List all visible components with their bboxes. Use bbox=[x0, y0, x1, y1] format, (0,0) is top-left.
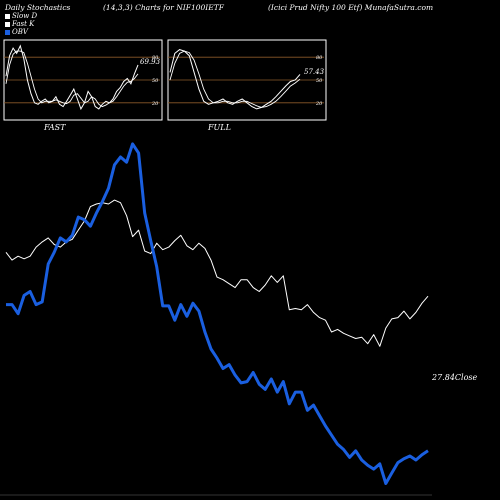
fast-level-label-80: 80 bbox=[152, 55, 159, 61]
fast-level-label-20: 20 bbox=[151, 101, 159, 107]
legend-swatch-obv bbox=[5, 30, 10, 35]
fast-level-label-50: 50 bbox=[152, 78, 159, 84]
fast-fast-k-line bbox=[5, 44, 139, 111]
full-fast-k-line bbox=[169, 49, 301, 110]
close-price-line bbox=[5, 199, 429, 347]
full-level-label-80: 80 bbox=[316, 55, 323, 61]
fast-slow-d-line bbox=[5, 50, 139, 108]
fast-panel-value: 69.93 bbox=[140, 58, 161, 66]
site-title: (Icici Prud Nifty 100 Etf) MunafaSutra.c… bbox=[268, 3, 434, 12]
fast-panel-label: FAST bbox=[43, 123, 66, 132]
legend-slow-d: Slow D bbox=[12, 12, 38, 20]
full-slow-d-line bbox=[169, 50, 301, 108]
legend-swatch-fast-k bbox=[5, 22, 10, 27]
full-panel-label: FULL bbox=[207, 123, 231, 132]
legend-swatch-slow-d bbox=[5, 14, 10, 19]
legend-obv: OBV bbox=[12, 28, 28, 36]
legend-fast-k: Fast K bbox=[12, 20, 35, 28]
chart-title: (14,3,3) Charts for NIF100IETF bbox=[103, 3, 224, 12]
full-level-label-50: 50 bbox=[316, 78, 323, 84]
obv-line bbox=[6, 142, 429, 485]
full-panel-value: 57.43 bbox=[304, 68, 325, 76]
chart-type-label: Daily Stochastics bbox=[5, 3, 71, 12]
close-price-label: 27.84Close bbox=[431, 373, 478, 382]
full-level-label-20: 20 bbox=[315, 101, 323, 107]
